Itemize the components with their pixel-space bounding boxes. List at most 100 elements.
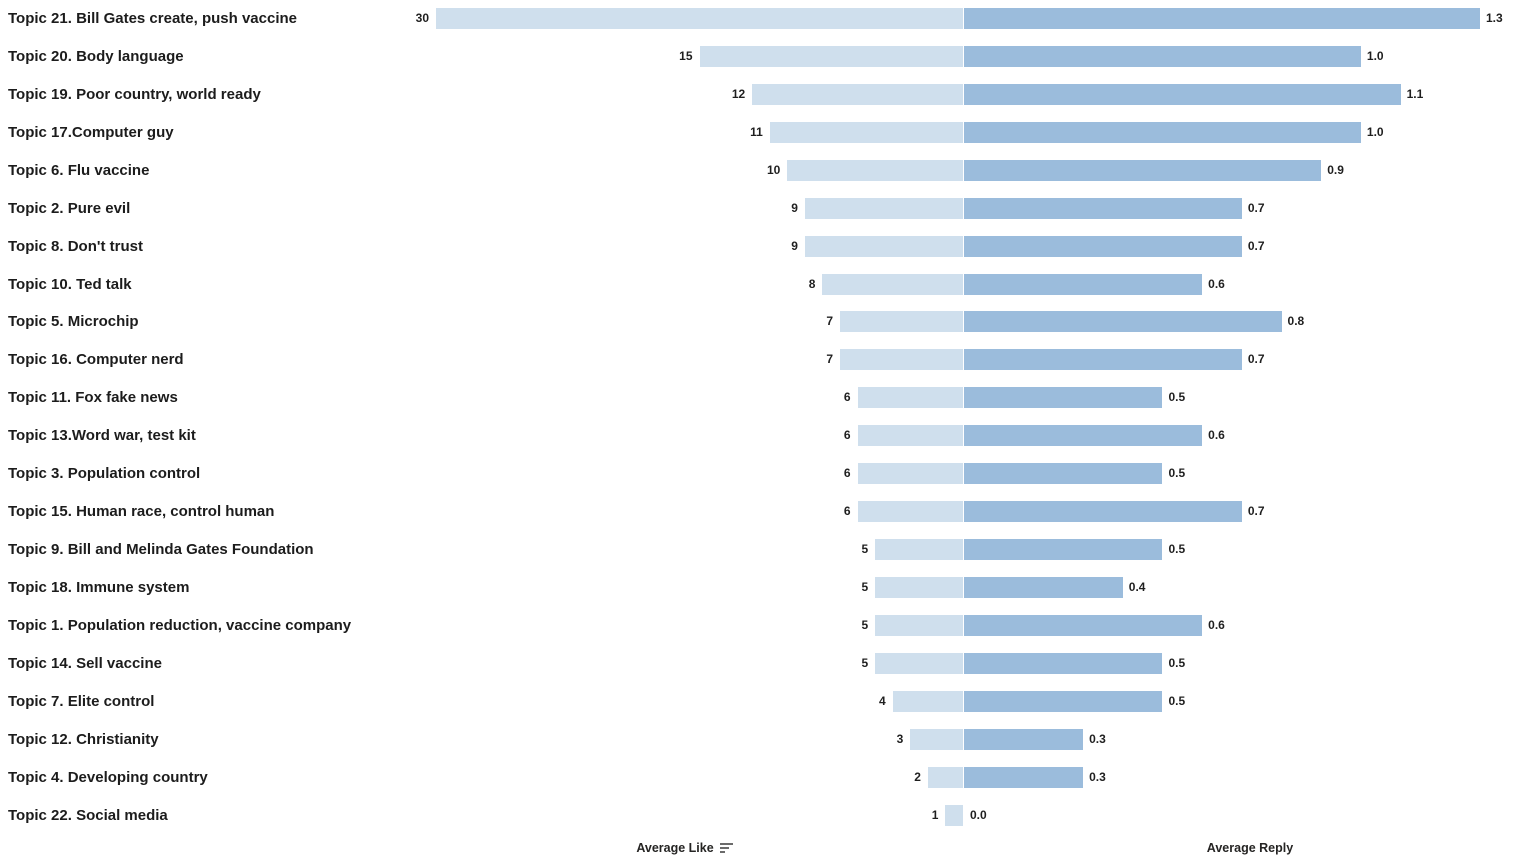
like-value-label: 15: [679, 48, 693, 63]
x-axis-title-left-label: Average Like: [636, 841, 714, 855]
reply-bar[interactable]: [964, 159, 1322, 181]
like-bar[interactable]: [875, 652, 963, 674]
topic-row: Topic 14. Sell vaccine 5 0.5: [0, 652, 1536, 674]
like-bar[interactable]: [875, 576, 963, 598]
reply-value-label: 0.6: [1208, 428, 1225, 443]
like-bar[interactable]: [857, 501, 963, 523]
topic-label: Topic 15. Human race, control human: [8, 503, 275, 521]
like-value-label: 4: [879, 693, 886, 708]
topic-row: Topic 11. Fox fake news 6 0.5: [0, 387, 1536, 409]
like-bar[interactable]: [804, 235, 963, 257]
like-bar[interactable]: [875, 539, 963, 561]
reply-bar[interactable]: [964, 8, 1480, 29]
topic-row: Topic 7. Elite control 4 0.5: [0, 690, 1536, 712]
topic-row: Topic 13.Word war, test kit 6 0.6: [0, 425, 1536, 447]
like-value-label: 1: [931, 807, 939, 822]
reply-bar[interactable]: [964, 83, 1401, 105]
like-bar[interactable]: [699, 45, 963, 67]
reply-value-label: 0.9: [1327, 162, 1344, 177]
topic-label: Topic 5. Microchip: [8, 313, 139, 331]
reply-bar[interactable]: [964, 652, 1163, 674]
topic-row: Topic 5. Microchip 7 0.8: [0, 311, 1536, 333]
like-value-label: 12: [731, 86, 746, 101]
like-bar[interactable]: [787, 159, 963, 181]
reply-value-label: 0.3: [1089, 731, 1106, 746]
topic-row: Topic 10. Ted talk 8 0.6: [0, 273, 1536, 295]
reply-bar[interactable]: [964, 576, 1123, 598]
reply-bar[interactable]: [964, 45, 1361, 67]
reply-value-label: 0.6: [1208, 617, 1225, 632]
like-bar[interactable]: [927, 766, 963, 788]
like-bar[interactable]: [769, 121, 963, 143]
like-value-label: 30: [415, 11, 429, 25]
like-bar[interactable]: [875, 614, 963, 636]
reply-value-label: 0.6: [1208, 276, 1225, 291]
reply-value-label: 1.0: [1366, 48, 1384, 63]
like-value-label: 5: [861, 617, 869, 632]
topic-label: Topic 7. Elite control: [8, 692, 155, 710]
like-bar[interactable]: [945, 804, 963, 826]
reply-value-label: 1.0: [1366, 124, 1384, 139]
like-value-label: 6: [843, 466, 851, 481]
like-bar[interactable]: [840, 311, 963, 333]
reply-bar[interactable]: [964, 690, 1163, 712]
reply-value-label: 0.5: [1168, 693, 1186, 708]
reply-bar[interactable]: [964, 273, 1203, 295]
topic-row: Topic 3. Population control 6 0.5: [0, 463, 1536, 485]
topic-row: Topic 22. Social media 1 0.0: [0, 804, 1536, 826]
reply-bar[interactable]: [964, 463, 1163, 485]
topic-row: Topic 20. Body language 15 1.0: [0, 45, 1536, 67]
reply-value-label: 0.5: [1168, 466, 1186, 481]
reply-bar[interactable]: [964, 197, 1242, 219]
like-bar[interactable]: [822, 273, 963, 295]
like-bar[interactable]: [840, 349, 963, 371]
reply-bar[interactable]: [964, 425, 1203, 447]
topic-label: Topic 8. Don't trust: [8, 237, 143, 255]
topic-row: Topic 17.Computer guy 11 1.0: [0, 121, 1536, 143]
topic-label: Topic 9. Bill and Melinda Gates Foundati…: [8, 541, 314, 559]
like-bar[interactable]: [752, 83, 963, 105]
reply-value-label: 0.7: [1247, 200, 1265, 215]
reply-bar[interactable]: [964, 121, 1361, 143]
like-bar[interactable]: [436, 8, 963, 29]
like-bar[interactable]: [857, 425, 963, 447]
topic-row: Topic 8. Don't trust 9 0.7: [0, 235, 1536, 257]
reply-bar[interactable]: [964, 539, 1163, 561]
reply-bar[interactable]: [964, 501, 1242, 523]
topic-row: Topic 9. Bill and Melinda Gates Foundati…: [0, 539, 1536, 561]
reply-value-label: 0.7: [1247, 352, 1265, 367]
like-bar[interactable]: [910, 728, 963, 750]
reply-value-label: 0.7: [1247, 504, 1265, 519]
topic-label: Topic 4. Developing country: [8, 768, 208, 786]
topic-row: Topic 12. Christianity 3 0.3: [0, 728, 1536, 750]
like-bar[interactable]: [892, 690, 963, 712]
like-bar[interactable]: [857, 387, 963, 409]
like-value-label: 8: [808, 276, 816, 291]
topic-label: Topic 3. Population control: [8, 465, 201, 483]
topic-row: Topic 2. Pure evil 9 0.7: [0, 197, 1536, 219]
topic-label: Topic 17.Computer guy: [8, 123, 174, 141]
topic-label: Topic 20. Body language: [8, 47, 184, 65]
reply-bar[interactable]: [964, 728, 1084, 750]
reply-bar[interactable]: [964, 311, 1282, 333]
like-value-label: 7: [826, 314, 834, 329]
reply-bar[interactable]: [964, 614, 1203, 636]
topic-label: Topic 18. Immune system: [8, 578, 190, 596]
reply-value-label: 1.1: [1406, 86, 1424, 101]
like-value-label: 11: [750, 124, 763, 139]
like-value-label: 10: [766, 162, 781, 177]
reply-bar[interactable]: [964, 235, 1242, 257]
topic-label: Topic 2. Pure evil: [8, 199, 131, 217]
like-bar[interactable]: [804, 197, 963, 219]
topic-label: Topic 10. Ted talk: [8, 275, 132, 293]
like-bar[interactable]: [857, 463, 963, 485]
sort-descending-icon[interactable]: [719, 843, 734, 853]
reply-value-label: 0.4: [1128, 579, 1146, 594]
reply-bar[interactable]: [964, 349, 1242, 371]
like-value-label: 5: [861, 579, 869, 594]
reply-bar[interactable]: [964, 387, 1163, 409]
topic-label: Topic 14. Sell vaccine: [8, 654, 162, 672]
reply-value-label: 0.3: [1089, 769, 1106, 784]
reply-bar[interactable]: [964, 766, 1084, 788]
